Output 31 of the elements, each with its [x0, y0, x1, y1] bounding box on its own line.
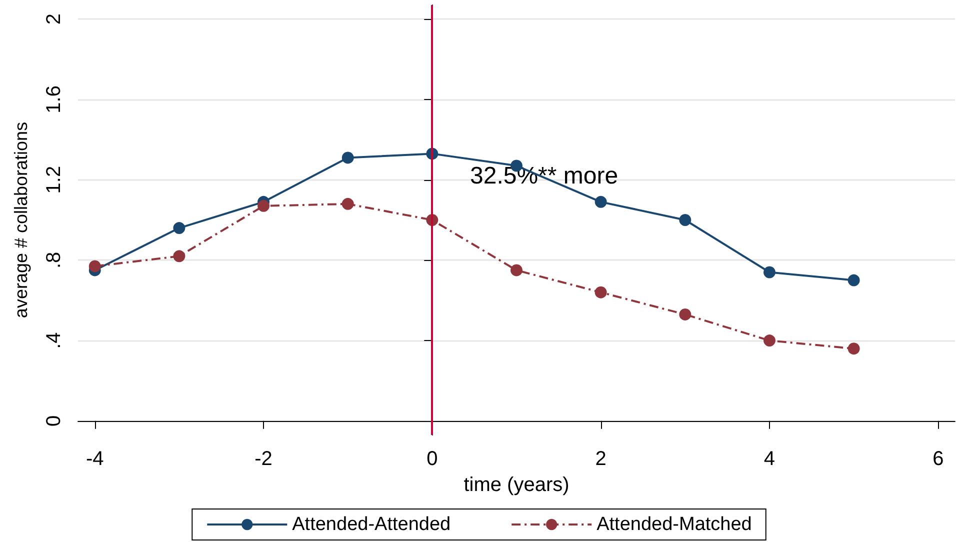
y-tick-label: 0: [43, 415, 65, 426]
point: [594, 196, 607, 208]
y-axis-title: average # collaborations: [11, 122, 31, 318]
x-tick-label: 2: [595, 448, 606, 470]
legend-label: Attended-Attended: [292, 514, 451, 535]
point: [594, 286, 607, 298]
point: [763, 334, 776, 347]
point: [848, 342, 860, 355]
legend-label: Attended-Matched: [596, 514, 752, 535]
point: [173, 250, 186, 262]
point: [173, 222, 186, 234]
point: [848, 274, 860, 286]
point: [342, 152, 354, 164]
y-tick-label: 2: [43, 14, 65, 25]
x-tick-label: 0: [426, 448, 438, 470]
y-tick-label: .4: [43, 332, 65, 349]
y-tick-label: 1.2: [43, 166, 65, 194]
y-tick-label: .8: [43, 252, 65, 269]
point: [510, 264, 522, 276]
x-tick-label: -4: [86, 448, 104, 470]
point: [258, 200, 270, 212]
x-axis-title: time (years): [464, 474, 570, 496]
x-tick-label: 6: [932, 448, 944, 470]
point: [342, 198, 354, 210]
point: [679, 308, 692, 320]
point: [88, 260, 101, 272]
x-tick-label: -2: [254, 448, 272, 470]
point: [679, 214, 692, 226]
x-tick-label: 4: [764, 448, 776, 470]
point: [763, 266, 776, 278]
y-tick-label: 1.6: [43, 86, 65, 114]
